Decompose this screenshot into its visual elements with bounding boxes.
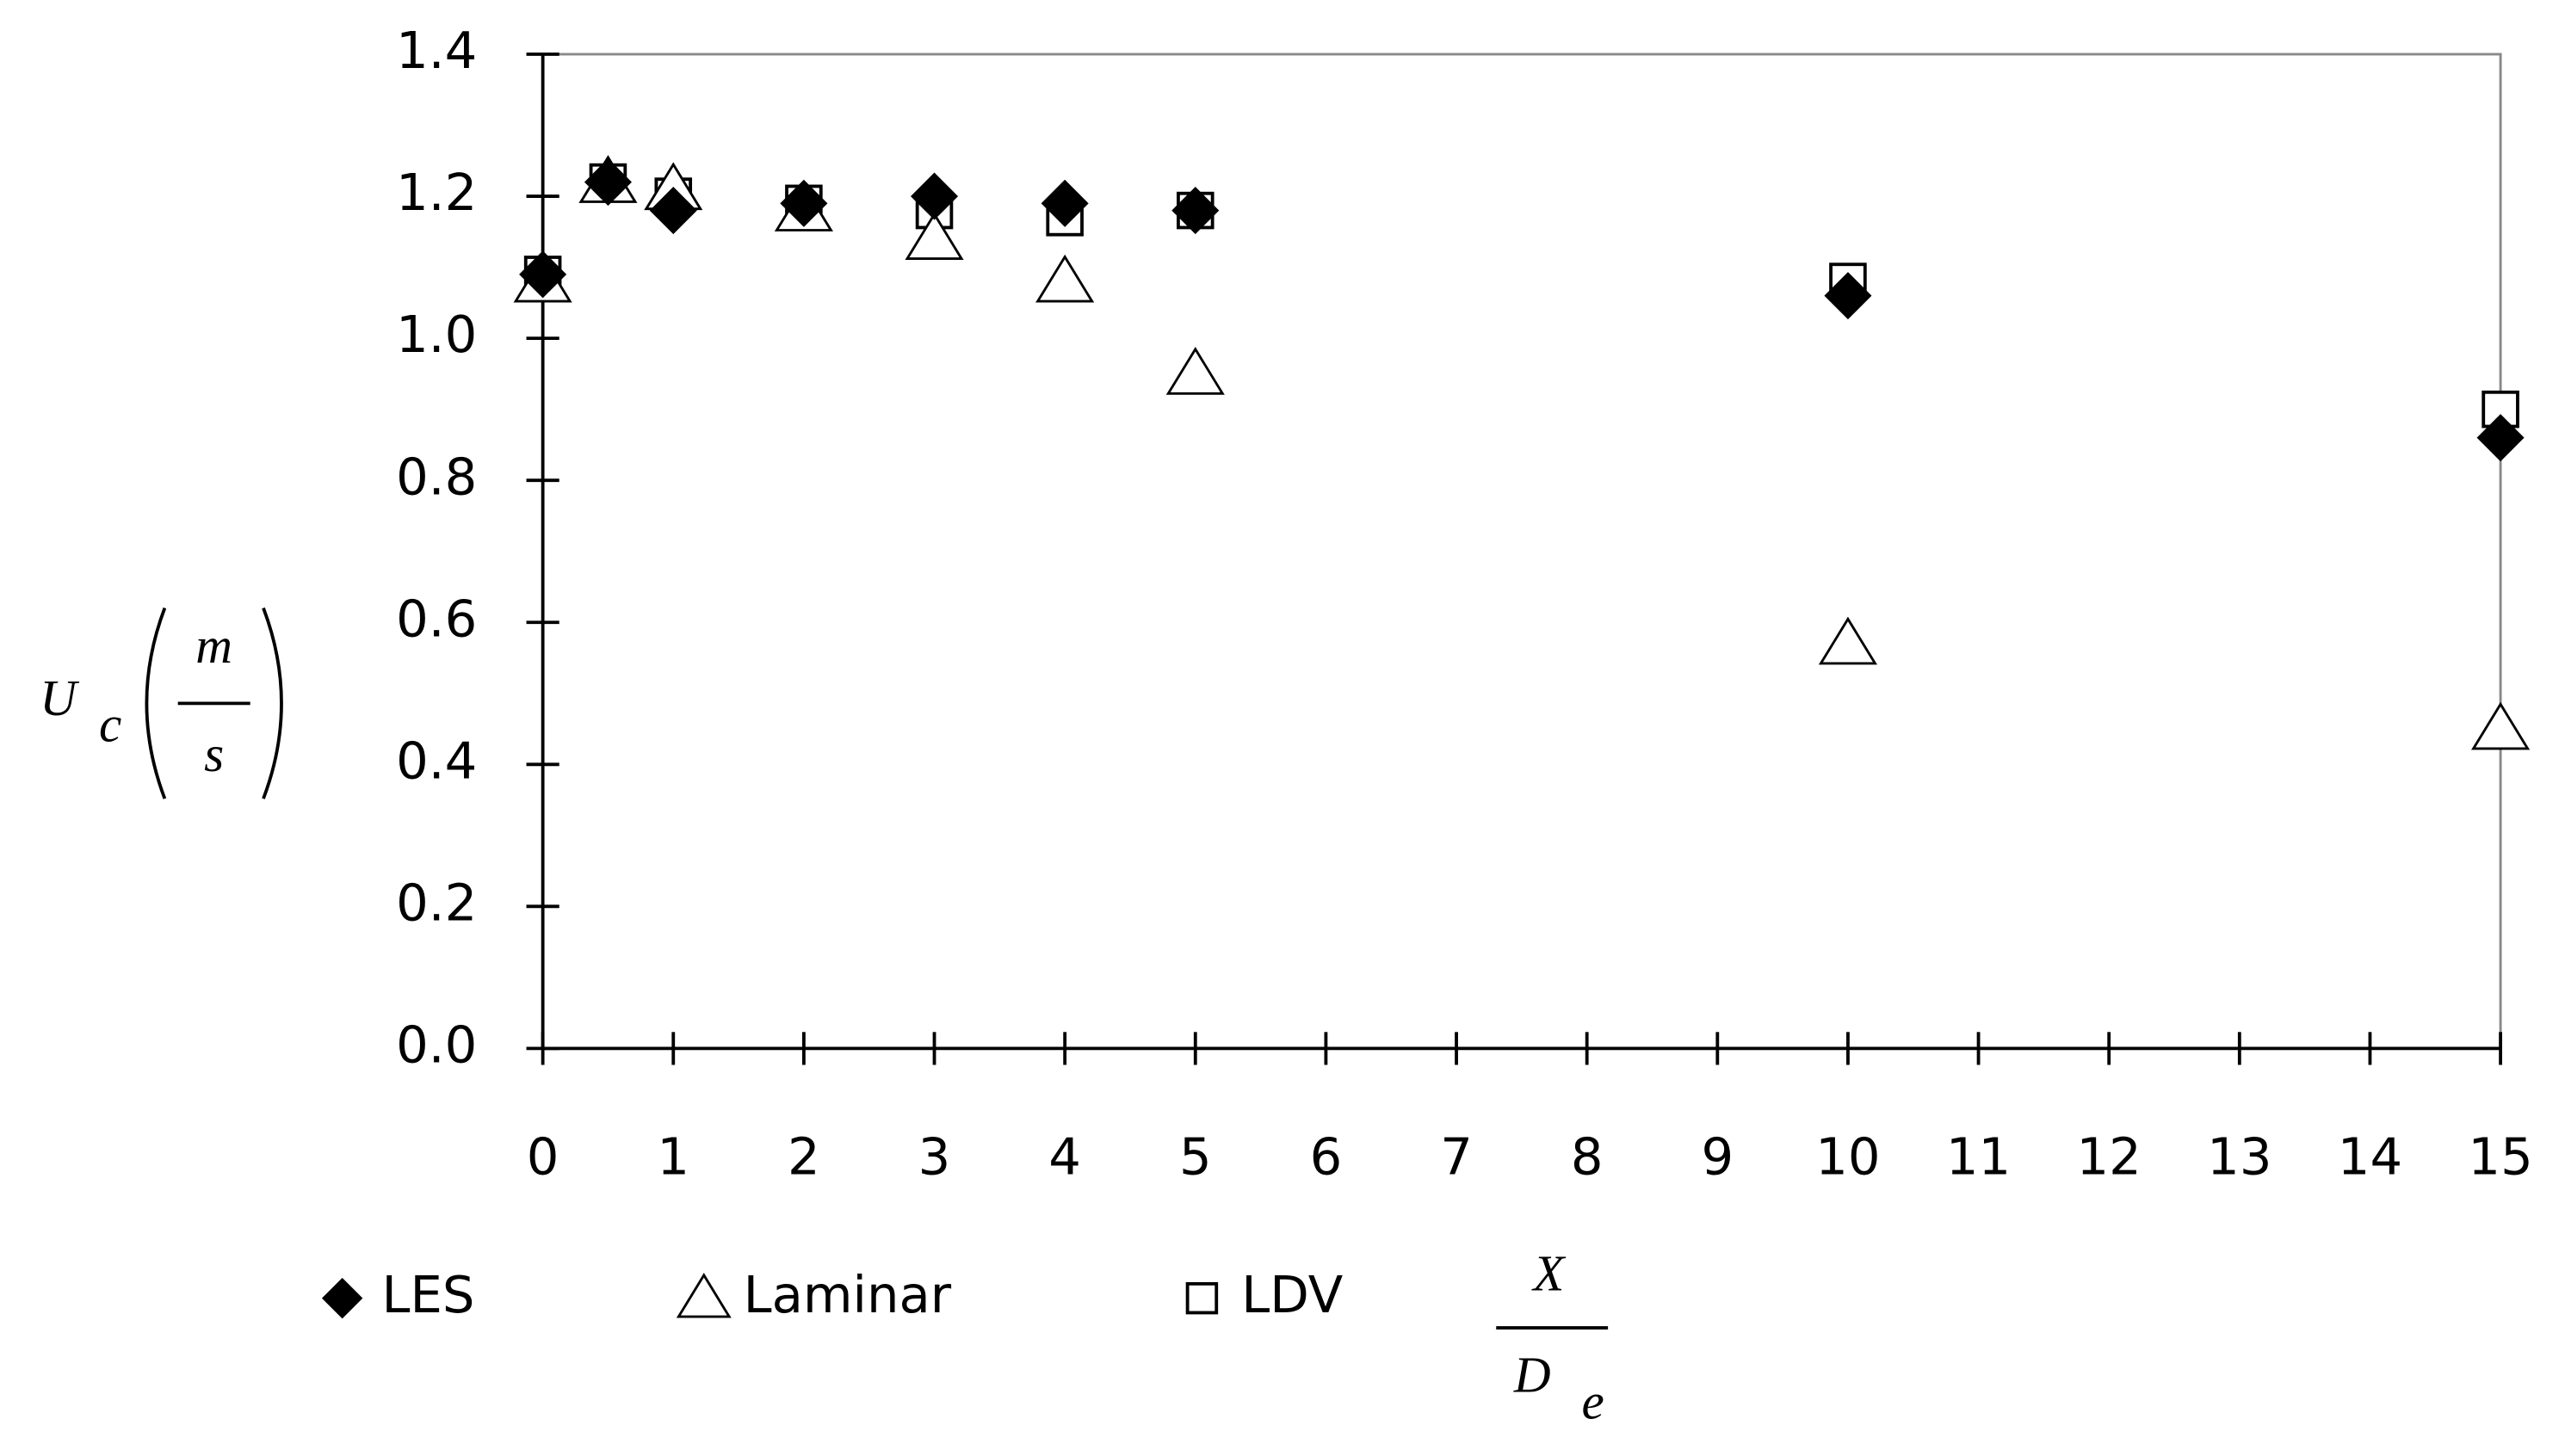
x-tick-label: 15 (2468, 1126, 2532, 1186)
x-tick-label: 2 (788, 1126, 820, 1186)
square-marker (1185, 1281, 1219, 1315)
x-tick-label: 0 (527, 1126, 559, 1186)
paren-right (262, 607, 283, 799)
diamond-marker (321, 1277, 363, 1319)
diamond-marker (1824, 272, 1872, 320)
x-label-denominator: D (1513, 1347, 1551, 1404)
x-label-subscript: e (1582, 1373, 1604, 1429)
x-tick-label: 13 (2207, 1126, 2271, 1186)
x-tick-label: 11 (1946, 1126, 2011, 1186)
triangle-marker (905, 212, 964, 260)
diamond-marker (649, 187, 697, 235)
diamond-marker (584, 158, 632, 207)
x-tick-label: 4 (1048, 1126, 1081, 1186)
triangle-marker (1165, 346, 1225, 395)
y-tick-label: 0.8 (396, 447, 477, 506)
paren-left (145, 607, 167, 799)
triangle-marker (1818, 616, 1878, 665)
legend-label: LES (381, 1265, 474, 1324)
y-tick-label: 1.4 (396, 21, 477, 80)
x-tick-label: 14 (2338, 1126, 2402, 1186)
triangle-marker (2471, 701, 2531, 750)
x-tick-label: 5 (1179, 1126, 1212, 1186)
diamond-marker (780, 179, 828, 227)
x-tick-label: 6 (1310, 1126, 1343, 1186)
y-tick-label: 0.2 (396, 873, 477, 932)
x-tick-label: 1 (657, 1126, 689, 1186)
y-tick-label: 1.2 (396, 163, 477, 222)
legend-label: Laminar (744, 1265, 952, 1324)
x-tick-label: 7 (1440, 1126, 1473, 1186)
y-tick-label: 0.4 (396, 731, 477, 790)
y-label-subscript: c (99, 695, 121, 752)
x-label-numerator: X (1531, 1244, 1567, 1301)
y-label-symbol: U (40, 669, 79, 726)
x-tick-label: 10 (1815, 1126, 1880, 1186)
triangle-marker (676, 1273, 732, 1318)
legend-label: LDV (1241, 1265, 1343, 1324)
y-label-denominator: s (204, 725, 224, 782)
x-tick-label: 3 (918, 1126, 951, 1186)
diamond-marker (519, 250, 567, 299)
diamond-marker (910, 172, 959, 220)
x-tick-label: 9 (1701, 1126, 1734, 1186)
x-tick-label: 12 (2077, 1126, 2142, 1186)
legend-entry: Laminar (676, 1265, 952, 1324)
diamond-marker (1041, 179, 1089, 227)
legend-entry: LES (321, 1265, 474, 1324)
diamond-marker (1171, 187, 1220, 235)
y-tick-label: 0.6 (396, 589, 477, 648)
y-tick-label: 0.0 (396, 1015, 477, 1075)
y-label-numerator: m (195, 617, 232, 674)
x-tick-label: 8 (1571, 1126, 1604, 1186)
diamond-marker (2476, 414, 2525, 462)
legend-entry: LDV (1185, 1265, 1343, 1324)
y-tick-label: 1.0 (396, 305, 477, 364)
triangle-marker (1035, 254, 1095, 303)
